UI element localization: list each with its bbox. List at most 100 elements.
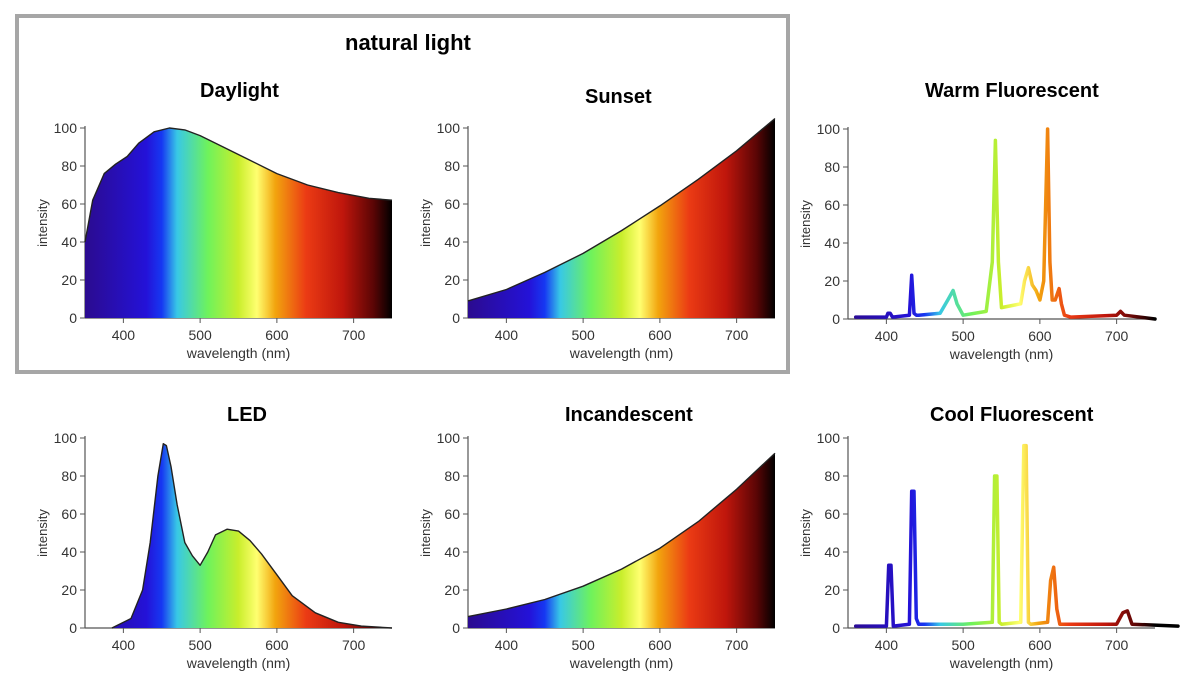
led-curve: [111, 443, 393, 629]
incandescent-panel: Incandescent 0 20 40 60 80 100 400 500 600 700 wav…: [415, 400, 790, 691]
sunset-ytick-label: 60: [444, 196, 460, 212]
cool-fluorescent-ytick-label: 0: [832, 620, 840, 636]
warm-fluorescent-y-axis-label: intensity: [798, 200, 813, 248]
sunset-ytick-label: 80: [444, 158, 460, 174]
daylight-xtick-label: 400: [112, 327, 136, 343]
cool-fluorescent-x-axis-label: wavelength (nm): [949, 655, 1054, 671]
warm-fluorescent-ytick-label: 60: [824, 197, 840, 213]
daylight-ytick-label: 100: [54, 120, 78, 136]
led-xtick-label: 600: [265, 637, 289, 653]
sunset-xtick-label: 600: [648, 327, 672, 343]
cool-fluorescent-y-axis-label: intensity: [798, 509, 813, 557]
led-spectrum-area: [111, 443, 393, 628]
daylight-ytick-label: 80: [61, 158, 77, 174]
sunset-panel: Sunset 0 20 40 60 80 100 400 500 600 700 wavelengt…: [415, 78, 790, 374]
daylight-y-axis-label: intensity: [35, 199, 50, 247]
sunset-x-axis-label: wavelength (nm): [569, 345, 674, 361]
daylight-ytick-label: 20: [61, 272, 77, 288]
incandescent-xtick-label: 600: [648, 637, 672, 653]
incandescent-y-axis-label: intensity: [418, 509, 433, 557]
cool-fluorescent-xtick-label: 400: [875, 637, 899, 653]
warm-fluorescent-title: Warm Fluorescent: [925, 80, 1099, 102]
daylight-xtick-label: 700: [342, 327, 366, 343]
led-y-axis-label: intensity: [35, 509, 50, 557]
cool-fluorescent-ytick-label: 100: [817, 430, 841, 446]
warm-fluorescent-xtick-label: 600: [1028, 328, 1052, 344]
natural-light-frame: [15, 14, 790, 374]
daylight-xtick-label: 500: [188, 327, 212, 343]
sunset-curve: [467, 117, 776, 302]
daylight-ytick-label: 0: [69, 310, 77, 326]
warm-fluorescent-ytick-label: 100: [817, 121, 841, 137]
daylight-title: Daylight: [200, 80, 279, 102]
daylight-x-axis-label: wavelength (nm): [186, 345, 291, 361]
incandescent-title: Incandescent: [565, 404, 693, 426]
cool-fluorescent-title: Cool Fluorescent: [930, 404, 1094, 426]
cool-fluorescent-xtick-label: 500: [951, 637, 975, 653]
warm-fluorescent-panel: Warm Fluorescent 0 20 40 60 80 100 400 500 600 70…: [795, 78, 1175, 374]
cool-fluorescent-xtick-label: 700: [1105, 637, 1129, 653]
sunset-ytick-label: 100: [437, 120, 461, 136]
incandescent-spectrum-area: [468, 453, 775, 628]
warm-fluorescent-ytick-label: 40: [824, 235, 840, 251]
warm-fluorescent-emission-line: [853, 127, 1157, 321]
incandescent-chart: 0 20 40 60 80 100 400 500 600 700 wavelength (nm) i…: [418, 430, 776, 671]
daylight-ytick-label: 40: [61, 234, 77, 250]
warm-fluorescent-chart: 0 20 40 60 80 100 400 500 600 700 wavelength (nm) i…: [798, 121, 1157, 362]
sunset-ytick-label: 20: [444, 272, 460, 288]
incandescent-curve: [467, 452, 776, 618]
sunset-ytick-label: 40: [444, 234, 460, 250]
led-xtick-label: 400: [112, 637, 136, 653]
cool-fluorescent-ytick-label: 60: [824, 506, 840, 522]
incandescent-ytick-label: 80: [444, 468, 460, 484]
led-ytick-label: 100: [54, 430, 78, 446]
cool-fluorescent-panel: Cool Fluorescent 0 20 40 60 80 100 400 500 600 70…: [795, 400, 1180, 691]
cool-fluorescent-ytick-label: 40: [824, 544, 840, 560]
sunset-xtick-label: 700: [725, 327, 749, 343]
sunset-y-axis-label: intensity: [418, 199, 433, 247]
incandescent-x-axis-label: wavelength (nm): [569, 655, 674, 671]
incandescent-ytick-label: 20: [444, 582, 460, 598]
incandescent-ytick-label: 40: [444, 544, 460, 560]
warm-fluorescent-xtick-label: 500: [951, 328, 975, 344]
sunset-title: Sunset: [585, 86, 652, 108]
led-ytick-label: 0: [69, 620, 77, 636]
warm-fluorescent-x-axis-label: wavelength (nm): [949, 346, 1054, 362]
daylight-panel: Daylight 0 20 40 60 80 100 400 500 600 700 wavelen…: [35, 78, 405, 374]
led-ytick-label: 80: [61, 468, 77, 484]
led-xtick-label: 700: [342, 637, 366, 653]
cool-fluorescent-ytick-label: 20: [824, 582, 840, 598]
daylight-curve: [84, 127, 393, 243]
daylight-chart: 0 20 40 60 80 100 400 500 600 700 wavelength (nm) i…: [35, 120, 393, 361]
warm-fluorescent-xtick-label: 700: [1105, 328, 1129, 344]
warm-fluorescent-ytick-label: 80: [824, 159, 840, 175]
natural-light-title: natural light: [345, 30, 471, 55]
sunset-xtick-label: 500: [571, 327, 595, 343]
daylight-ytick-label: 60: [61, 196, 77, 212]
cool-fluorescent-emission-line: [853, 443, 1180, 628]
cool-fluorescent-xtick-label: 600: [1028, 637, 1052, 653]
led-ytick-label: 40: [61, 544, 77, 560]
led-chart: 0 20 40 60 80 100 400 500 600 700 wavelength (nm) i…: [35, 430, 393, 671]
sunset-xtick-label: 400: [495, 327, 519, 343]
daylight-spectrum-area: [85, 128, 392, 318]
led-xtick-label: 500: [188, 637, 212, 653]
sunset-spectrum-area: [468, 118, 775, 318]
warm-fluorescent-xtick-label: 400: [875, 328, 899, 344]
incandescent-xtick-label: 400: [495, 637, 519, 653]
cool-fluorescent-ytick-label: 80: [824, 468, 840, 484]
incandescent-xtick-label: 500: [571, 637, 595, 653]
sunset-chart: 0 20 40 60 80 100 400 500 600 700 wavelength (nm) i…: [418, 117, 776, 361]
daylight-xtick-label: 600: [265, 327, 289, 343]
incandescent-ytick-label: 60: [444, 506, 460, 522]
incandescent-ytick-label: 100: [437, 430, 461, 446]
incandescent-ytick-label: 0: [452, 620, 460, 636]
led-panel: LED 0 20 40 60 80 100 400 500 600 700 wavelength (…: [35, 400, 405, 691]
cool-fluorescent-chart: 0 20 40 60 80 100 400 500 600 700 wavelength (nm) i…: [798, 430, 1180, 671]
led-ytick-label: 60: [61, 506, 77, 522]
sunset-ytick-label: 0: [452, 310, 460, 326]
warm-fluorescent-ytick-label: 0: [832, 311, 840, 327]
led-title: LED: [227, 404, 267, 426]
led-x-axis-label: wavelength (nm): [186, 655, 291, 671]
incandescent-xtick-label: 700: [725, 637, 749, 653]
